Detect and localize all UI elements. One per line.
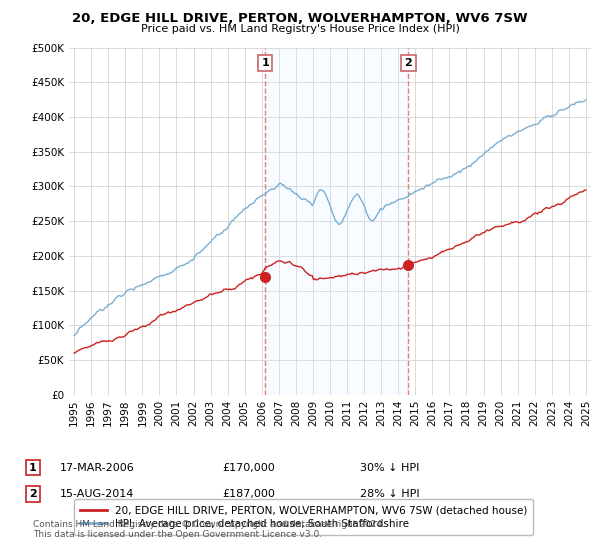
Text: 17-MAR-2006: 17-MAR-2006 xyxy=(60,463,135,473)
Text: 15-AUG-2014: 15-AUG-2014 xyxy=(60,489,134,499)
Text: 2: 2 xyxy=(29,489,37,499)
Bar xyxy=(265,48,409,395)
Text: 20, EDGE HILL DRIVE, PERTON, WOLVERHAMPTON, WV6 7SW: 20, EDGE HILL DRIVE, PERTON, WOLVERHAMPT… xyxy=(72,12,528,25)
Legend: 20, EDGE HILL DRIVE, PERTON, WOLVERHAMPTON, WV6 7SW (detached house), HPI: Avera: 20, EDGE HILL DRIVE, PERTON, WOLVERHAMPT… xyxy=(74,499,533,535)
Text: 1: 1 xyxy=(262,58,269,68)
Text: £170,000: £170,000 xyxy=(222,463,275,473)
Text: £187,000: £187,000 xyxy=(222,489,275,499)
Text: 2: 2 xyxy=(404,58,412,68)
Text: Contains HM Land Registry data © Crown copyright and database right 2024.
This d: Contains HM Land Registry data © Crown c… xyxy=(33,520,385,539)
Text: Price paid vs. HM Land Registry's House Price Index (HPI): Price paid vs. HM Land Registry's House … xyxy=(140,24,460,34)
Text: 1: 1 xyxy=(29,463,37,473)
Text: 30% ↓ HPI: 30% ↓ HPI xyxy=(360,463,419,473)
Text: 28% ↓ HPI: 28% ↓ HPI xyxy=(360,489,419,499)
